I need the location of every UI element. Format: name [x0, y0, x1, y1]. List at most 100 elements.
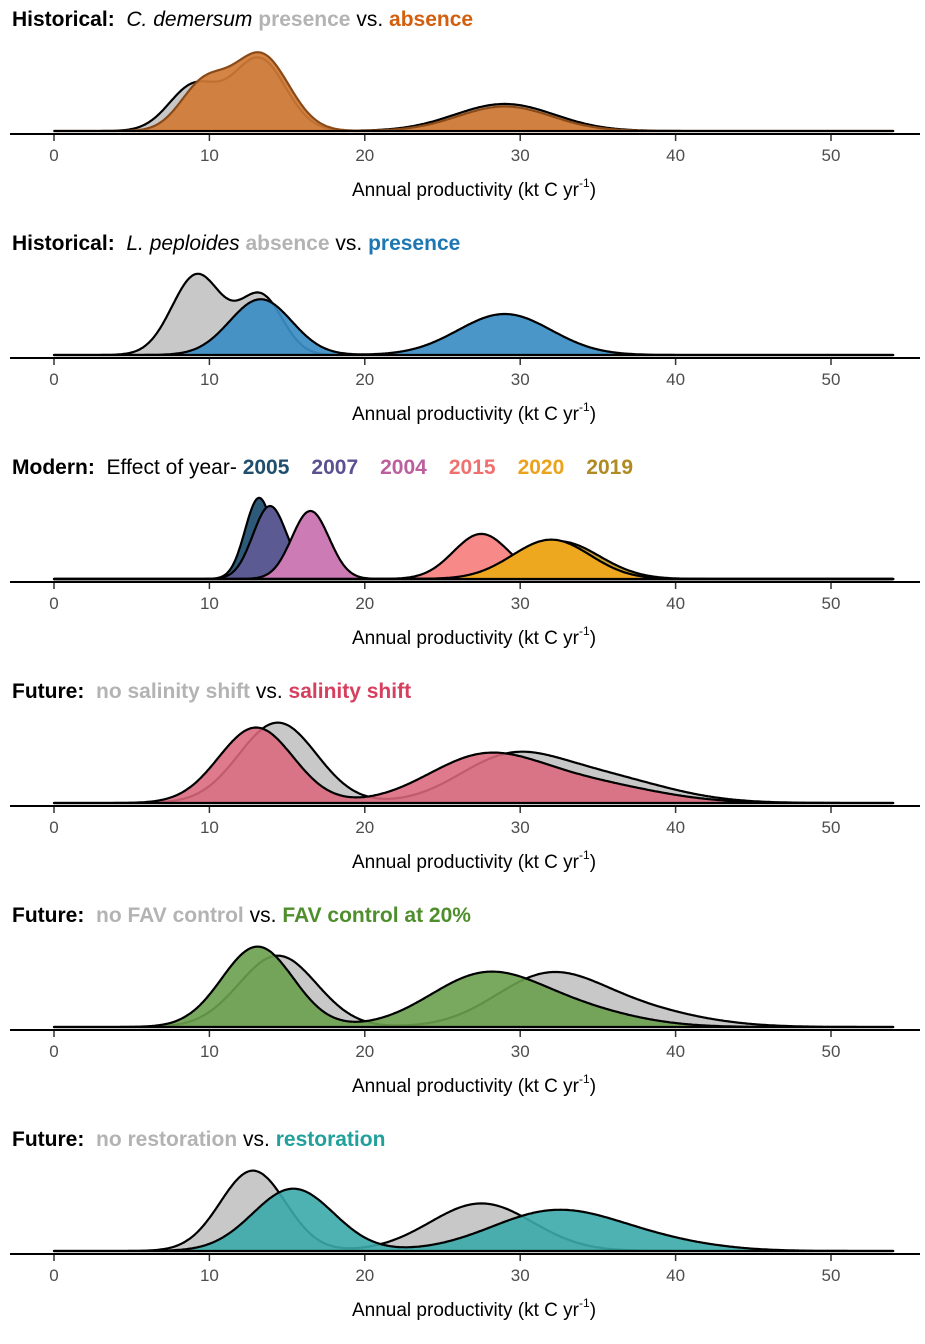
- chart-panel: Future: no salinity shift vs. salinity s…: [0, 672, 925, 896]
- title-part: no salinity shift: [96, 680, 251, 703]
- x-axis-label-end: ): [590, 180, 596, 201]
- title-part: FAV control at 20%: [282, 904, 471, 927]
- x-tick-label: 10: [200, 1042, 219, 1061]
- title-part: vs.: [249, 904, 277, 927]
- title-part: 2019: [586, 456, 633, 479]
- title-part: absence: [245, 232, 330, 255]
- panel-title: Future: no FAV control vs. FAV control a…: [12, 904, 471, 928]
- x-tick-label: 40: [666, 1266, 685, 1285]
- title-part: absence: [389, 8, 474, 31]
- x-tick-label: 30: [511, 1266, 530, 1285]
- panel-title: Historical: L. peploides absence vs. pre…: [12, 232, 460, 256]
- title-part: salinity shift: [288, 680, 412, 703]
- density-plot: 0 10 20 30 40 50 Annual productivity (kt C yr-…: [10, 272, 920, 425]
- x-axis-label-superscript: -1: [579, 400, 590, 414]
- title-part: no restoration: [96, 1128, 238, 1151]
- density-curve-salinity-shift: [52, 726, 895, 805]
- x-axis-label: Annual productivity (kt C yr-1): [352, 1072, 596, 1097]
- density-curve-2015: [52, 532, 895, 581]
- x-tick-label: 40: [666, 146, 685, 165]
- x-tick-label: 0: [49, 1042, 58, 1061]
- x-tick-label: 10: [200, 1266, 219, 1285]
- chart-panel: Future: no FAV control vs. FAV control a…: [0, 896, 925, 1120]
- x-axis-label-end: ): [590, 628, 596, 649]
- x-tick-label: 20: [355, 1266, 374, 1285]
- title-part: Future:: [12, 904, 85, 927]
- x-axis-label-text: Annual productivity (kt C yr: [352, 1076, 580, 1097]
- chart-panel: Historical: L. peploides absence vs. pre…: [0, 224, 925, 448]
- panel-title: Modern: Effect of year- 2005 2007 2004 2015…: [12, 456, 655, 480]
- x-tick-label: 0: [49, 818, 58, 837]
- x-tick-label: 10: [200, 146, 219, 165]
- title-part: presence: [258, 8, 351, 31]
- title-part: vs.: [255, 680, 283, 703]
- density-plot: 0 10 20 30 40 50 Annual productivity (kt C yr-…: [10, 721, 920, 873]
- title-part: Modern:: [12, 456, 95, 479]
- x-tick-label: 0: [49, 370, 58, 389]
- x-tick-label: 30: [511, 594, 530, 613]
- density-plot: 0 10 20 30 40 50 Annual productivity (kt C yr-…: [10, 51, 920, 201]
- x-tick-label: 0: [49, 594, 58, 613]
- x-tick-label: 50: [822, 818, 841, 837]
- density-curve-restoration: [52, 1187, 895, 1253]
- title-part: presence: [368, 232, 461, 255]
- title-part: Future:: [12, 1128, 85, 1151]
- panel-title: Historical: C. demersum presence vs. abs…: [12, 8, 473, 32]
- title-part: Future:: [12, 680, 85, 703]
- x-tick-label: 10: [200, 818, 219, 837]
- x-axis-label: Annual productivity (kt C yr-1): [352, 1296, 596, 1321]
- x-axis-label-end: ): [590, 1076, 596, 1097]
- title-part: vs.: [243, 1128, 270, 1151]
- x-axis-label-text: Annual productivity (kt C yr: [352, 1300, 580, 1321]
- density-plot: 0 10 20 30 40 50 Annual productivity (kt C yr-…: [10, 1169, 920, 1321]
- x-tick-label: 50: [822, 594, 841, 613]
- x-tick-label: 20: [355, 1042, 374, 1061]
- title-part: 2005: [242, 456, 290, 479]
- x-axis-label-superscript: -1: [579, 1072, 590, 1086]
- x-axis-label: Annual productivity (kt C yr-1): [352, 624, 596, 649]
- x-tick-label: 20: [355, 146, 374, 165]
- chart-panel: Modern: Effect of year- 2005 2007 2004 2015…: [0, 448, 925, 672]
- title-part: 2007: [311, 456, 359, 479]
- x-tick-label: 10: [200, 594, 219, 613]
- x-tick-label: 40: [666, 818, 685, 837]
- x-axis-label-superscript: -1: [579, 176, 590, 190]
- density-plot: 0 10 20 30 40 50 Annual productivity (kt C yr-…: [10, 945, 920, 1097]
- x-tick-label: 20: [355, 370, 374, 389]
- x-axis-label-superscript: -1: [579, 624, 590, 638]
- x-tick-label: 30: [511, 370, 530, 389]
- panel-title: Future: no restoration vs. restoration: [12, 1128, 385, 1152]
- x-tick-label: 30: [511, 146, 530, 165]
- title-part: no FAV control: [96, 904, 244, 927]
- x-axis-label-text: Annual productivity (kt C yr: [352, 628, 580, 649]
- x-tick-label: 0: [49, 1266, 58, 1285]
- x-tick-label: 30: [511, 1042, 530, 1061]
- x-axis-label-end: ): [590, 852, 596, 873]
- x-axis-label: Annual productivity (kt C yr-1): [352, 848, 596, 873]
- title-part: vs.: [335, 232, 363, 255]
- title-part: 2004: [380, 456, 427, 479]
- title-part: 2015: [448, 456, 496, 479]
- x-axis-label-end: ): [590, 1300, 596, 1321]
- x-tick-label: 20: [355, 818, 374, 837]
- title-part: Historical:: [12, 232, 115, 255]
- title-part: Historical:: [12, 8, 115, 31]
- x-tick-label: 40: [666, 594, 685, 613]
- x-axis-label-end: ): [590, 404, 596, 425]
- panel-title: Future: no salinity shift vs. salinity s…: [12, 680, 411, 704]
- x-axis-label-text: Annual productivity (kt C yr: [352, 404, 580, 425]
- x-axis-label: Annual productivity (kt C yr-1): [352, 176, 596, 201]
- x-tick-label: 50: [822, 370, 841, 389]
- x-axis-label: Annual productivity (kt C yr-1): [352, 400, 596, 425]
- x-axis-label-text: Annual productivity (kt C yr: [352, 852, 580, 873]
- x-axis-label-superscript: -1: [579, 1296, 590, 1310]
- x-tick-label: 50: [822, 146, 841, 165]
- x-axis-label-text: Annual productivity (kt C yr: [352, 180, 580, 201]
- title-part: L. peploides: [126, 232, 240, 255]
- title-part: C. demersum: [126, 8, 253, 31]
- title-part: 2020: [517, 456, 565, 479]
- x-tick-label: 50: [822, 1266, 841, 1285]
- x-axis-label-superscript: -1: [579, 848, 590, 862]
- x-tick-label: 30: [511, 818, 530, 837]
